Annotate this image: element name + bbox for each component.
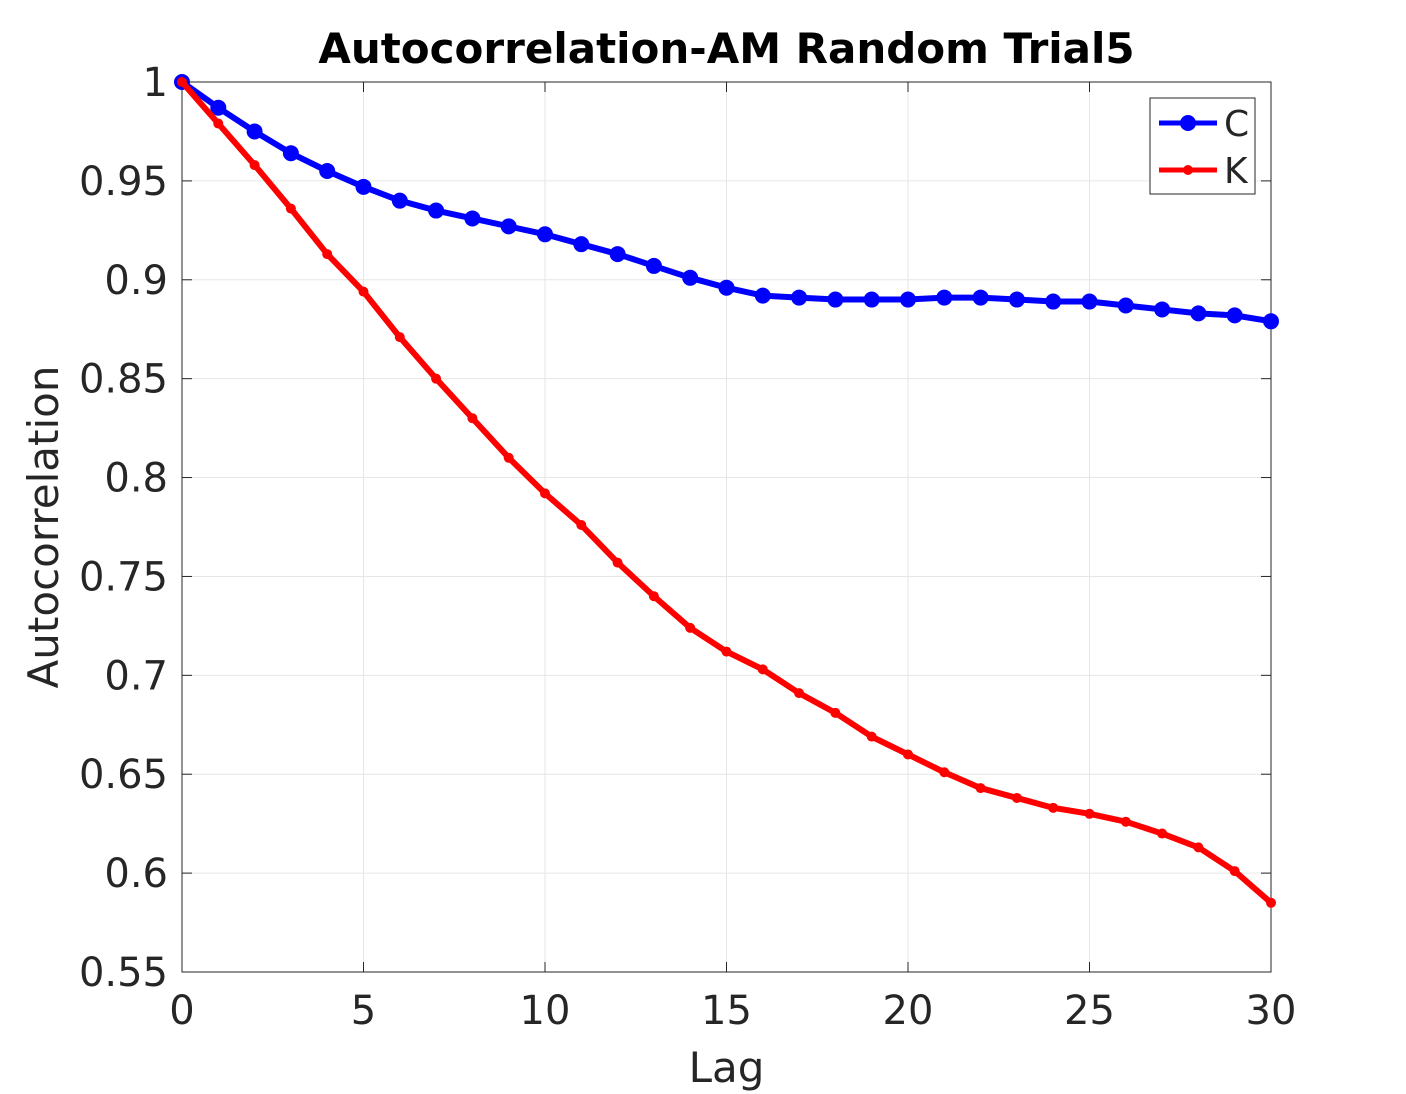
data-point-k [830, 707, 841, 718]
data-point-k [1157, 828, 1168, 839]
data-point-k [431, 373, 442, 384]
data-point-k [1084, 808, 1095, 819]
data-point-k [249, 160, 260, 171]
y-tick-label: 0.9 [104, 258, 168, 304]
x-axis-label: Lag [689, 1043, 765, 1092]
data-point-c [863, 291, 880, 308]
data-point-k [1048, 802, 1059, 813]
legend: C K [1149, 97, 1256, 195]
x-tick-label: 25 [1064, 988, 1115, 1034]
y-tick-label: 0.55 [79, 950, 168, 996]
data-point-k [903, 749, 913, 760]
legend-marker-c [1180, 115, 1196, 131]
data-point-c [791, 289, 808, 306]
data-point-c [682, 269, 699, 286]
legend-box [1149, 97, 1256, 195]
data-point-c [1263, 313, 1279, 330]
data-point-c [1045, 293, 1062, 310]
data-point-c [319, 163, 336, 179]
x-tick-label: 10 [520, 988, 571, 1034]
data-point-k [757, 664, 768, 675]
data-point-c [1117, 297, 1134, 314]
data-point-c [827, 291, 844, 308]
data-point-c [972, 289, 989, 306]
data-point-k [467, 413, 478, 424]
data-point-k [177, 77, 187, 87]
data-point-c [500, 218, 517, 235]
x-tick-label: 15 [701, 988, 752, 1034]
data-point-c [246, 123, 263, 140]
series-group [174, 74, 1279, 908]
legend-marker-k [1183, 165, 1193, 175]
data-point-c [1008, 291, 1025, 308]
x-tick-label: 5 [351, 988, 376, 1034]
data-point-k [975, 783, 986, 794]
y-tick-label: 0.85 [79, 357, 168, 403]
data-point-k [1120, 816, 1131, 827]
data-point-k [939, 767, 950, 778]
data-point-k [358, 286, 369, 297]
x-tick-label: 0 [169, 988, 194, 1034]
y-tick-label: 0.75 [79, 554, 168, 600]
data-point-k [322, 249, 333, 260]
chart-title: Autocorrelation-AM Random Trial5 [318, 24, 1134, 73]
data-point-c [936, 289, 953, 306]
data-point-k [540, 488, 550, 499]
y-tick-label: 0.65 [79, 752, 168, 798]
legend-label-c: C [1224, 104, 1249, 145]
data-point-k [1229, 866, 1240, 877]
y-tick-label: 0.8 [104, 456, 168, 502]
data-point-c [391, 192, 408, 209]
data-point-c [1190, 305, 1207, 322]
data-point-k [721, 646, 732, 657]
data-point-k [648, 591, 659, 602]
data-point-k [1011, 792, 1022, 803]
data-point-k [503, 452, 514, 463]
data-point-k [285, 203, 296, 214]
y-tick-label: 0.7 [104, 653, 168, 699]
data-point-k [394, 332, 405, 343]
data-point-k [1193, 842, 1204, 853]
data-point-k [213, 118, 224, 129]
legend-label-k: K [1224, 151, 1249, 192]
data-point-c [900, 291, 916, 308]
data-point-c [282, 145, 299, 162]
data-point-c [1154, 301, 1171, 318]
data-point-k [866, 731, 877, 742]
data-point-c [718, 279, 735, 296]
data-point-c [464, 210, 481, 227]
x-tick-label: 20 [883, 988, 934, 1034]
x-tick-label: 30 [1246, 988, 1297, 1034]
data-point-c [1226, 307, 1243, 324]
data-point-c [754, 287, 771, 304]
y-tick-label: 1 [143, 60, 168, 106]
data-point-c [210, 99, 227, 116]
y-tick-label: 0.6 [104, 851, 168, 897]
y-axis-label: Autocorrelation [19, 366, 68, 689]
data-point-c [645, 257, 662, 274]
data-point-c [355, 178, 372, 195]
y-tick-label: 0.95 [79, 159, 168, 205]
data-point-c [428, 202, 445, 219]
data-point-k [685, 622, 696, 633]
data-point-c [573, 236, 590, 253]
data-point-k [1266, 897, 1276, 908]
axis-ticks: 0 5 10 15 20 25 30 0.55 0.6 0.65 0.7 0.75 0.8 0.85 0.9… [79, 60, 1297, 1034]
data-point-c [537, 226, 553, 243]
data-point-k [576, 520, 587, 531]
data-point-k [612, 557, 623, 568]
data-point-k [794, 688, 805, 699]
data-point-c [609, 246, 626, 263]
data-point-c [1081, 293, 1098, 310]
